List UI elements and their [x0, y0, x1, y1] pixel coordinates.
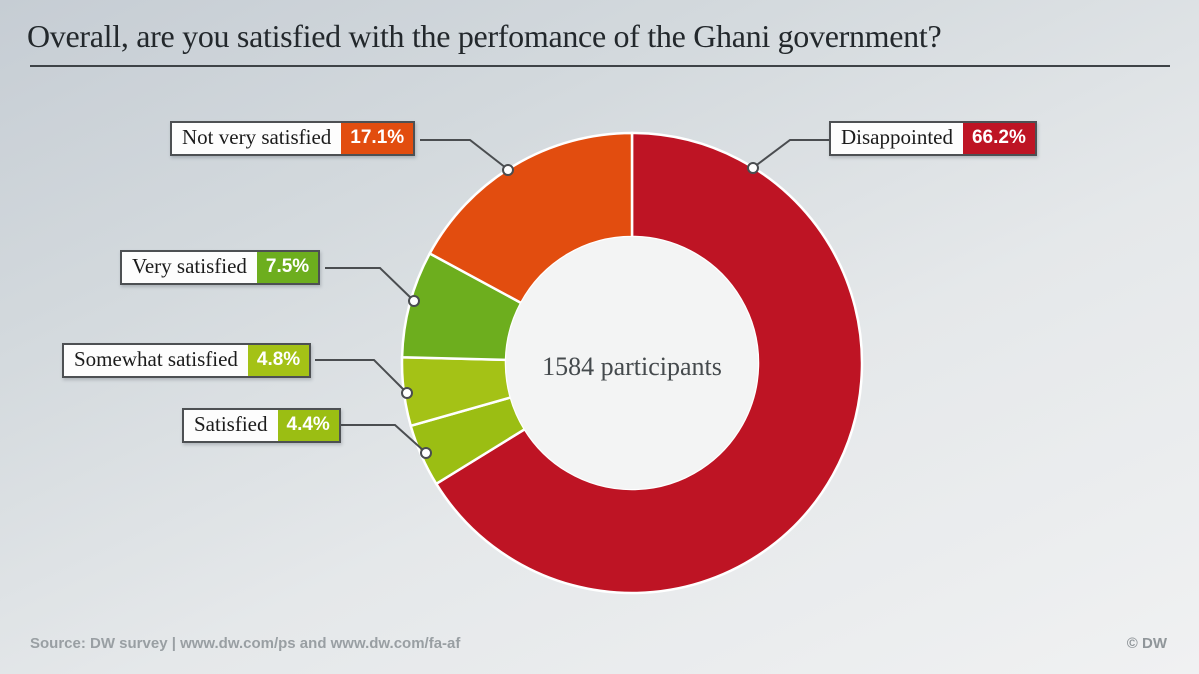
leader-line [315, 359, 406, 392]
dw-copyright: © DW [1126, 635, 1167, 652]
callout-label: Very satisfied [132, 254, 247, 278]
leader-line [325, 267, 413, 300]
callout-label: Not very satisfied [182, 125, 332, 149]
callout-leader-lines [315, 139, 840, 459]
callout-value-badge: 7.5% [256, 252, 319, 283]
leader-dot [502, 164, 514, 176]
callout-value-badge: 66.2% [962, 123, 1035, 154]
leader-dot [408, 295, 420, 307]
callout-label: Somewhat satisfied [74, 347, 238, 371]
callout-satisfied: Satisfied 4.4% [182, 408, 341, 443]
donut-hole [506, 237, 758, 489]
source-text: Source: DW survey | www.dw.com/ps and ww… [30, 635, 461, 652]
leader-dot [401, 387, 413, 399]
leader-line [753, 139, 840, 168]
leader-dot [420, 447, 432, 459]
leader-line [420, 139, 507, 169]
callout-very-satisfied: Very satisfied 7.5% [120, 250, 321, 285]
leader-line [340, 424, 425, 452]
donut-slices [400, 131, 864, 595]
callout-value-badge: 4.4% [277, 410, 339, 441]
infographic-title: Overall, are you satisfied with the perf… [27, 18, 942, 54]
title-underline [30, 65, 1170, 67]
callout-value-badge: 4.8% [247, 345, 310, 376]
callout-label: Satisfied [194, 412, 268, 436]
callout-somewhat-satisfied: Somewhat satisfied 4.8% [62, 343, 312, 378]
participants-center-label: 1584 participants [542, 352, 722, 381]
callout-disappointed: Disappointed 66.2% [829, 121, 1037, 156]
callout-value-badge: 17.1% [341, 123, 414, 154]
callout-not-very-satisfied: Not very satisfied 17.1% [170, 121, 416, 156]
callout-label: Disappointed [841, 125, 953, 149]
leader-dot [747, 162, 759, 174]
